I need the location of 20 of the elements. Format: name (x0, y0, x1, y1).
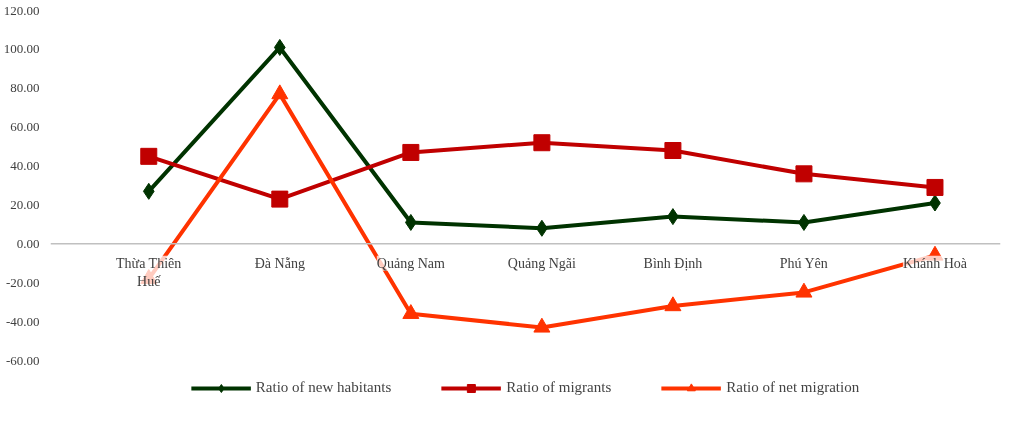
y-tick-label: -40.00 (5, 313, 40, 329)
x-tick-label: Thừa Thiên Huế (116, 255, 182, 289)
legend-label: Ratio of new habitants (255, 379, 392, 396)
x-tick-label: Đà Nẵng (254, 255, 305, 271)
y-tick-label: 60.00 (10, 119, 40, 135)
y-tick-label: 100.00 (3, 41, 40, 57)
x-tick-label: Quảng Nam (376, 255, 445, 271)
y-tick-label: 80.00 (10, 80, 40, 96)
legend-label: Ratio of migrants (506, 379, 612, 396)
x-tick-label: Phú Yên (779, 255, 828, 271)
x-tick-label: Bình Định (643, 255, 703, 271)
y-tick-label: 120.00 (3, 2, 40, 18)
y-tick-label: -20.00 (5, 274, 40, 290)
y-tick-label: 20.00 (10, 196, 40, 212)
y-tick-label: -60.00 (5, 352, 40, 368)
x-tick-label: Quảng Ngãi (507, 255, 577, 271)
legend-label: Ratio of net migration (726, 379, 860, 396)
y-tick-label: 0.00 (16, 235, 40, 251)
x-tick-label: Khánh Hoà (902, 255, 968, 271)
y-tick-label: 40.00 (10, 158, 40, 174)
